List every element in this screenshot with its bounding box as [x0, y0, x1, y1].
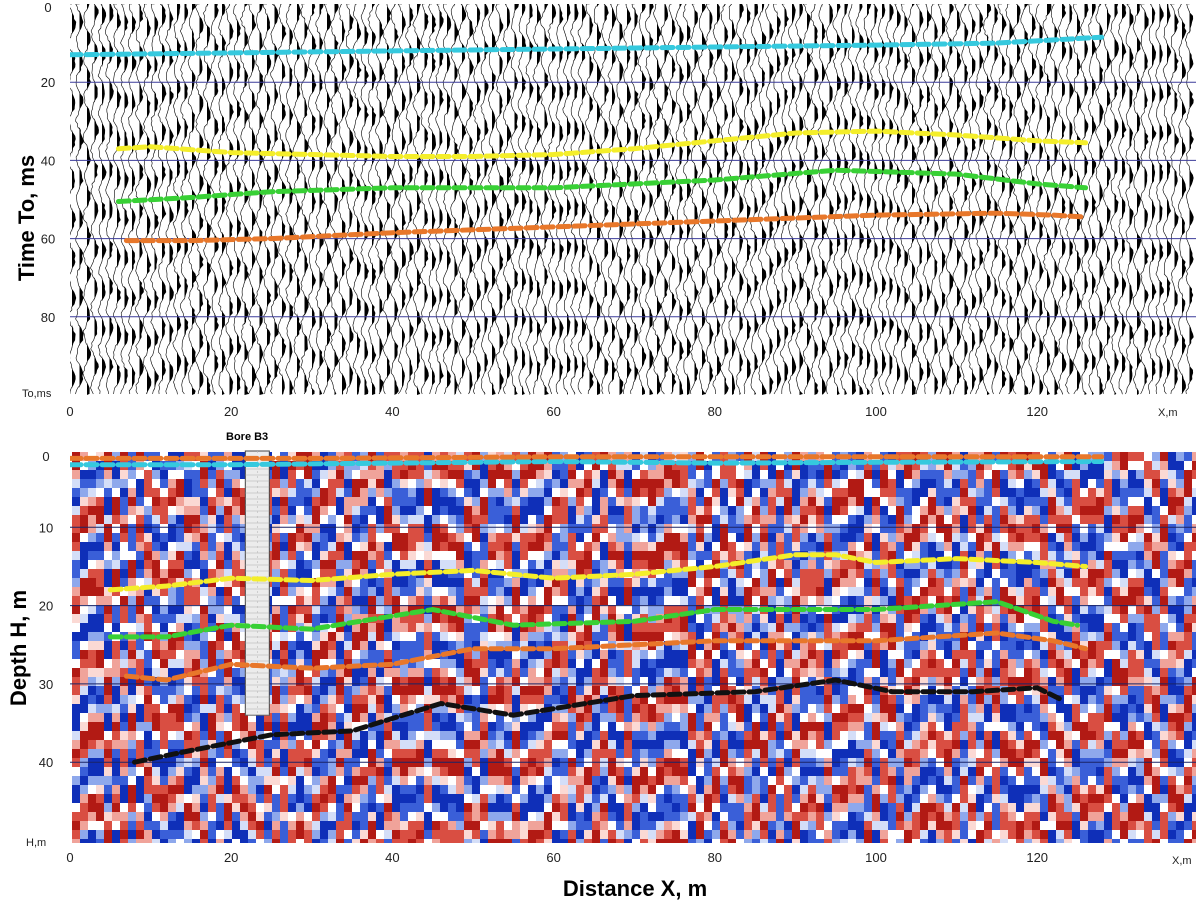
- depth-x-axis-caption: X,m: [1172, 855, 1192, 867]
- time-section-panel: 0 20 40 60 80 100 120 0 20 40 60 80 Time To, ms To,…: [14, 0, 1196, 419]
- time-tick-labels: 0 20 40 60 80 100 120 0 20 40 60 80: [41, 0, 1048, 419]
- time-y-axis-label: Time To, ms: [14, 155, 39, 281]
- depth-horizon-4: [107, 599, 1080, 640]
- time-horizon-4: [123, 210, 1089, 244]
- time-x-tick-label: 100: [865, 404, 887, 419]
- time-x-tick-label: 40: [385, 404, 399, 419]
- time-x-tick-label: 0: [66, 404, 73, 419]
- depth-x-tick-label: 60: [546, 850, 560, 865]
- depth-horizon-1: [70, 458, 1105, 468]
- depth-y-tick-label: 10: [39, 520, 53, 535]
- bore-column: [244, 450, 270, 716]
- depth-y-axis-label: Depth H, m: [6, 590, 31, 706]
- time-y-tick-label: 0: [44, 0, 51, 15]
- time-x-tick-label: 80: [708, 404, 722, 419]
- depth-x-tick-label: 0: [66, 850, 73, 865]
- time-horizon-2: [115, 128, 1089, 159]
- depth-section-amplitude-cells: [72, 452, 1196, 843]
- depth-horizons: [70, 454, 1105, 765]
- time-horizons: [70, 34, 1105, 244]
- time-y-tick-label: 80: [41, 310, 55, 325]
- depth-horizon-3: [107, 552, 1089, 593]
- depth-section-panel: 0 20 40 60 80 100 120 0 10 20 30 40 Bore B3 Depth H…: [6, 431, 1196, 901]
- depth-x-axis-label: Distance X, m: [563, 876, 707, 901]
- depth-horizon-2: [70, 454, 1105, 461]
- time-y-tick-label: 20: [41, 75, 55, 90]
- depth-x-tick-label: 120: [1026, 850, 1048, 865]
- time-y-tick-label: 40: [41, 153, 55, 168]
- time-y-tick-label: 60: [41, 232, 55, 247]
- depth-horizon-6: [132, 677, 1064, 765]
- depth-x-tick-label: 100: [865, 850, 887, 865]
- time-y-axis-caption: To,ms: [22, 388, 52, 400]
- depth-y-tick-label: 0: [42, 449, 49, 464]
- time-x-axis-caption: X,m: [1158, 407, 1178, 419]
- time-horizon-3: [115, 167, 1089, 204]
- time-x-tick-label: 20: [224, 404, 238, 419]
- depth-horizon-5: [123, 630, 1089, 683]
- depth-y-axis-caption: H,m: [26, 837, 46, 849]
- depth-x-tick-label: 40: [385, 850, 399, 865]
- depth-x-tick-label: 20: [224, 850, 238, 865]
- time-horizon-1: [70, 34, 1105, 58]
- time-x-tick-label: 60: [546, 404, 560, 419]
- depth-x-tick-label: 80: [708, 850, 722, 865]
- depth-y-tick-label: 40: [39, 755, 53, 770]
- seismic-traces: [70, 4, 1194, 395]
- depth-y-tick-label: 20: [39, 599, 53, 614]
- time-x-tick-label: 120: [1026, 404, 1048, 419]
- bore-label: Bore B3: [226, 431, 268, 443]
- depth-y-tick-label: 30: [39, 677, 53, 692]
- depth-tick-labels: 0 20 40 60 80 100 120 0 10 20 30 40: [39, 449, 1048, 865]
